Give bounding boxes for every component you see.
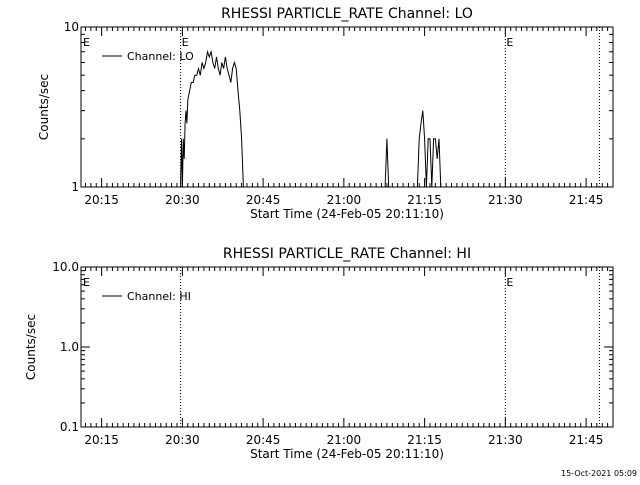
chart-title: RHESSI PARTICLE_RATE Channel: LO <box>221 6 473 22</box>
x-tick-label: 21:30 <box>488 193 523 207</box>
event-marker-label: E <box>182 36 189 49</box>
y-tick-label: 0.1 <box>60 420 79 434</box>
x-tick-label: 21:00 <box>327 193 362 207</box>
legend-entry: Channel: HI <box>127 290 191 303</box>
x-tick-label: 21:00 <box>327 433 362 447</box>
event-marker-label: E <box>506 36 513 49</box>
y-axis-label: Counts/sec <box>37 74 51 140</box>
x-tick-label: 20:30 <box>165 193 200 207</box>
x-tick-label: 20:15 <box>84 433 119 447</box>
x-tick-label: 20:45 <box>246 193 281 207</box>
x-tick-label: 21:30 <box>488 433 523 447</box>
x-axis-label: Start Time (24-Feb-05 20:11:10) <box>250 447 444 461</box>
y-tick-label: 1 <box>71 180 79 194</box>
footer-timestamp: 15-Oct-2021 05:09 <box>561 469 637 478</box>
x-tick-label: 21:15 <box>407 193 442 207</box>
series-line-1 <box>180 49 445 188</box>
corner-marker-label: E <box>83 36 90 49</box>
x-tick-label: 21:45 <box>569 433 604 447</box>
x-tick-label: 20:30 <box>165 433 200 447</box>
event-marker-label: E <box>506 276 513 289</box>
x-tick-label: 21:15 <box>407 433 442 447</box>
corner-marker-label: E <box>83 276 90 289</box>
y-axis-label: Counts/sec <box>24 314 38 380</box>
x-tick-label: 20:15 <box>84 193 119 207</box>
x-tick-label: 21:45 <box>569 193 604 207</box>
chart-title: RHESSI PARTICLE_RATE Channel: HI <box>223 246 471 262</box>
legend-entry: Channel: LO <box>127 50 194 63</box>
y-tick-label: 1.0 <box>60 340 79 354</box>
lo-channel-panel: RHESSI PARTICLE_RATE Channel: LO 1 10 Count… <box>37 6 614 221</box>
x-tick-label: 20:45 <box>246 433 281 447</box>
hi-channel-panel: RHESSI PARTICLE_RATE Channel: HI 0.1 1.0 10… <box>24 246 614 461</box>
y-tick-label: 10 <box>64 20 79 34</box>
x-axis-label: Start Time (24-Feb-05 20:11:10) <box>250 207 444 221</box>
y-tick-label: 10.0 <box>52 260 79 274</box>
